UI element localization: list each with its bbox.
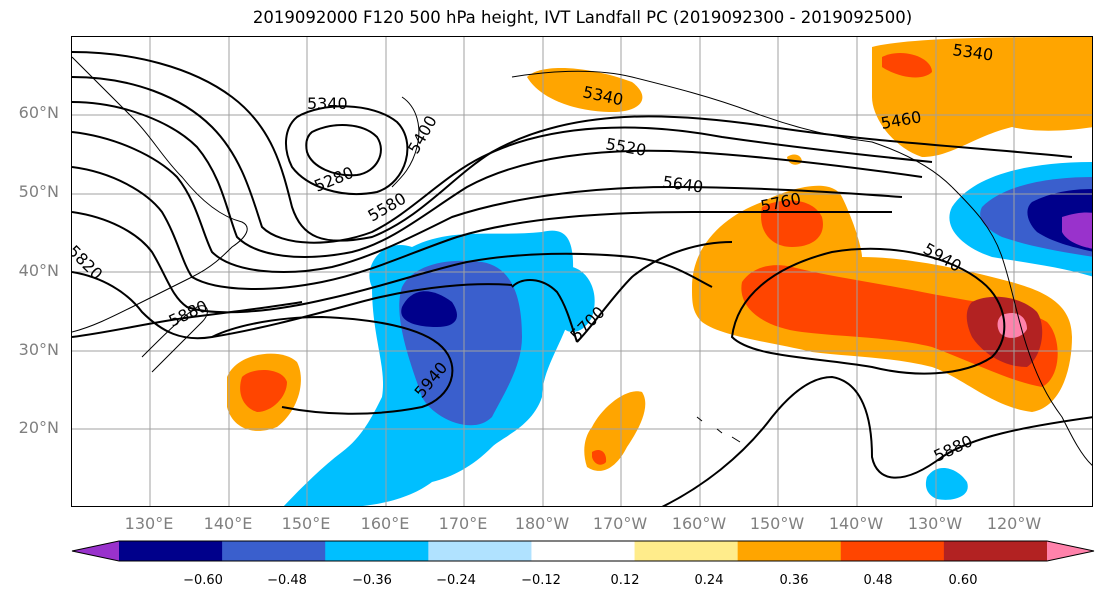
colorbar-segment xyxy=(634,541,739,561)
colorbar-segment xyxy=(428,541,532,561)
lon-label: 150°E xyxy=(281,514,331,533)
lat-label: 20°N xyxy=(18,418,59,437)
colorbar xyxy=(71,540,1095,562)
positive-anomaly-region xyxy=(741,265,1058,387)
contour-label: 5820 xyxy=(72,241,106,283)
colorbar-tick-label: −0.12 xyxy=(521,573,561,588)
japan-coastline xyxy=(141,305,208,373)
height-contour xyxy=(72,301,303,338)
lon-label: 130°E xyxy=(124,514,174,533)
lon-label: 130°W xyxy=(907,514,963,533)
positive-anomaly-region xyxy=(882,52,932,78)
colorbar-tick-label: 0.36 xyxy=(779,573,809,588)
height-contour xyxy=(285,105,409,196)
contour-label: 5400 xyxy=(404,112,441,157)
lon-label: 140°W xyxy=(828,514,884,533)
colorbar-segment xyxy=(325,541,429,561)
colorbar-tick-label: −0.24 xyxy=(436,573,476,588)
map-title: 2019092000 F120 500 hPa height, IVT Land… xyxy=(252,8,913,27)
height-contour xyxy=(730,247,1006,375)
colorbar-outline xyxy=(71,540,1095,562)
colorbar-segment xyxy=(222,541,326,561)
colorbar-segment xyxy=(531,541,636,561)
height-contour xyxy=(72,51,1073,242)
height-contour xyxy=(305,124,382,177)
height-contour xyxy=(72,211,713,314)
map-panel: 5340 5340 5340 5280 5400 5460 5520 5580 … xyxy=(71,36,1093,507)
colorbar-tick-label: 0.12 xyxy=(610,573,640,588)
colorbar-tick-label: −0.36 xyxy=(352,573,392,588)
colorbar-tick-label: 0.48 xyxy=(863,573,893,588)
colorbar-segment xyxy=(840,541,945,561)
contour-label: 5520 xyxy=(604,134,647,160)
map-canvas: 5340 5340 5340 5280 5400 5460 5520 5580 … xyxy=(72,37,1092,506)
lon-label: 170°W xyxy=(592,514,648,533)
height-contour xyxy=(72,131,903,273)
colorbar-segment xyxy=(119,541,223,561)
height-contour xyxy=(511,279,578,343)
graticule xyxy=(72,37,1092,506)
lon-label: 160°E xyxy=(360,514,410,533)
colorbar-extend-low xyxy=(72,541,119,561)
contour-label: 5880 xyxy=(931,431,976,465)
negative-anomaly-region xyxy=(1062,212,1092,249)
contour-label: 5880 xyxy=(166,296,211,330)
height-contour xyxy=(72,76,933,244)
height-contours xyxy=(72,51,1092,506)
colorbar-tick-label: −0.60 xyxy=(183,573,223,588)
height-contour xyxy=(72,166,892,290)
lat-label: 40°N xyxy=(18,261,59,280)
contour-label: 5640 xyxy=(661,172,704,196)
hawaii-islands xyxy=(696,416,741,443)
height-contour xyxy=(211,315,454,415)
colorbar-segment xyxy=(737,541,842,561)
kamchatka-coastline xyxy=(391,96,420,188)
lon-label: 150°W xyxy=(749,514,805,533)
lat-label: 30°N xyxy=(18,340,59,359)
height-contour xyxy=(576,241,733,343)
lon-label: 120°W xyxy=(986,514,1042,533)
lon-label: 140°E xyxy=(203,514,253,533)
colorbar-tick-label: 0.24 xyxy=(694,573,724,588)
negative-anomaly-region xyxy=(553,266,595,332)
colorbar-tick-label: −0.48 xyxy=(267,573,307,588)
height-contour xyxy=(661,375,1092,506)
colorbar-segment xyxy=(943,541,1048,561)
lat-label: 50°N xyxy=(18,182,59,201)
height-contour xyxy=(72,271,513,340)
colorbar-tick-label: 0.60 xyxy=(948,573,978,588)
lat-label: 60°N xyxy=(18,103,59,122)
lon-label: 160°W xyxy=(671,514,727,533)
height-contour xyxy=(72,101,923,258)
positive-anomaly-region xyxy=(527,67,643,112)
lon-label: 170°E xyxy=(438,514,488,533)
colorbar-extend-high xyxy=(1047,541,1094,561)
positive-anomaly-region xyxy=(240,370,287,412)
alaska-coastline xyxy=(511,70,953,188)
positive-anomaly-region xyxy=(592,450,607,465)
negative-anomaly-region xyxy=(401,291,457,327)
north-america-coastline xyxy=(951,186,1092,466)
negative-anomaly-region xyxy=(925,467,968,500)
lon-label: 180°W xyxy=(514,514,570,533)
contour-label: 5340 xyxy=(307,94,348,113)
